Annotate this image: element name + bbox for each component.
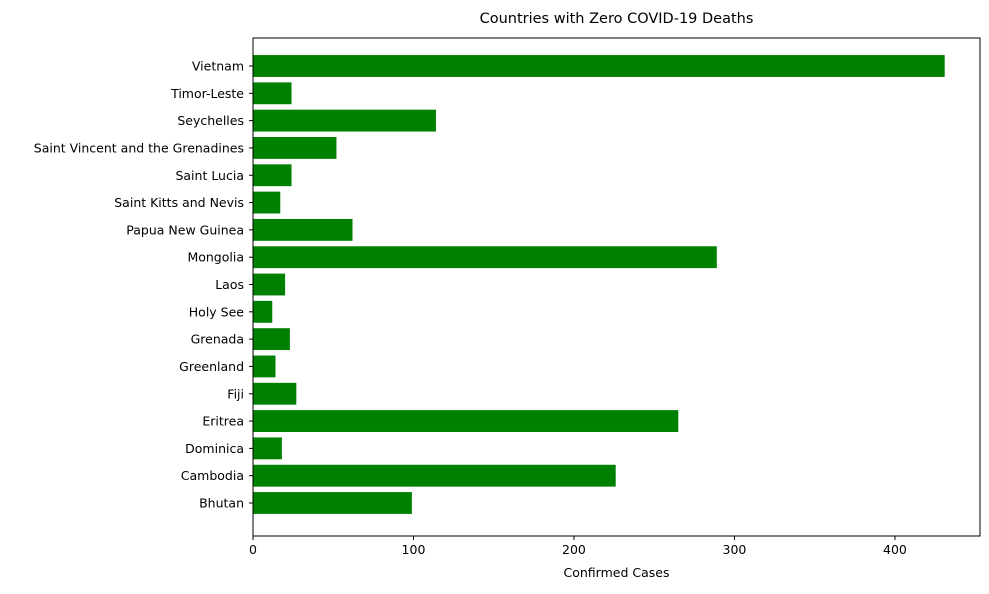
- y-tick-label: Eritrea: [202, 414, 244, 429]
- y-tick-label: Timor-Leste: [170, 86, 244, 101]
- y-tick-label: Mongolia: [187, 250, 244, 265]
- y-tick-label: Grenada: [191, 332, 244, 347]
- y-tick-label: Fiji: [227, 386, 244, 401]
- x-tick-label: 100: [402, 542, 426, 557]
- y-tick-label: Saint Kitts and Nevis: [114, 195, 244, 210]
- bar-vietnam: [253, 55, 945, 77]
- bar-saint-lucia: [253, 164, 292, 187]
- bar-grenada: [253, 328, 290, 351]
- y-tick-label: Bhutan: [199, 496, 244, 511]
- y-tick-label: Laos: [215, 277, 244, 292]
- y-tick-label: Seychelles: [177, 113, 244, 128]
- bar-greenland: [253, 355, 276, 378]
- y-axis-ticks: Bhutan Cambodia Dominica Eritrea Fiji Greenla…: [34, 59, 253, 511]
- bar-cambodia: [253, 464, 616, 487]
- y-tick-label: Holy See: [189, 304, 245, 319]
- y-tick-label: Saint Lucia: [175, 168, 244, 183]
- bar-timor-leste: [253, 82, 292, 105]
- x-tick-label: 300: [723, 542, 747, 557]
- axes-layer: [252, 37, 981, 537]
- x-tick-label: 0: [249, 542, 257, 557]
- bar-seychelles: [253, 109, 436, 132]
- bar-laos: [253, 273, 286, 296]
- bar-papua-new-guinea: [253, 218, 353, 241]
- y-tick-label: Papua New Guinea: [126, 222, 244, 237]
- chart-title: Countries with Zero COVID-19 Deaths: [480, 11, 754, 27]
- y-tick-label: Cambodia: [181, 468, 244, 483]
- x-tick-label: 200: [562, 542, 586, 557]
- x-axis-label: Confirmed Cases: [564, 565, 670, 580]
- y-tick-label: Saint Vincent and the Grenadines: [34, 140, 244, 155]
- y-tick-label: Dominica: [185, 441, 244, 456]
- bar-dominica: [253, 437, 282, 460]
- x-axis-ticks: 0 100 200 300 400: [249, 536, 907, 557]
- bar-eritrea: [253, 410, 679, 432]
- bar-saint-kitts-and-nevis: [253, 191, 281, 214]
- y-tick-label: Greenland: [179, 359, 244, 374]
- bar-saint-vincent-and-the-grenadines: [253, 137, 337, 159]
- bar-holy-see: [253, 300, 273, 323]
- bar-mongolia: [253, 246, 717, 269]
- x-tick-label: 400: [883, 542, 907, 557]
- bar-bhutan: [253, 492, 412, 514]
- plot-frame: [252, 37, 981, 537]
- bars-layer: [253, 55, 945, 514]
- y-tick-label: Vietnam: [192, 59, 244, 74]
- bar-fiji: [253, 382, 297, 405]
